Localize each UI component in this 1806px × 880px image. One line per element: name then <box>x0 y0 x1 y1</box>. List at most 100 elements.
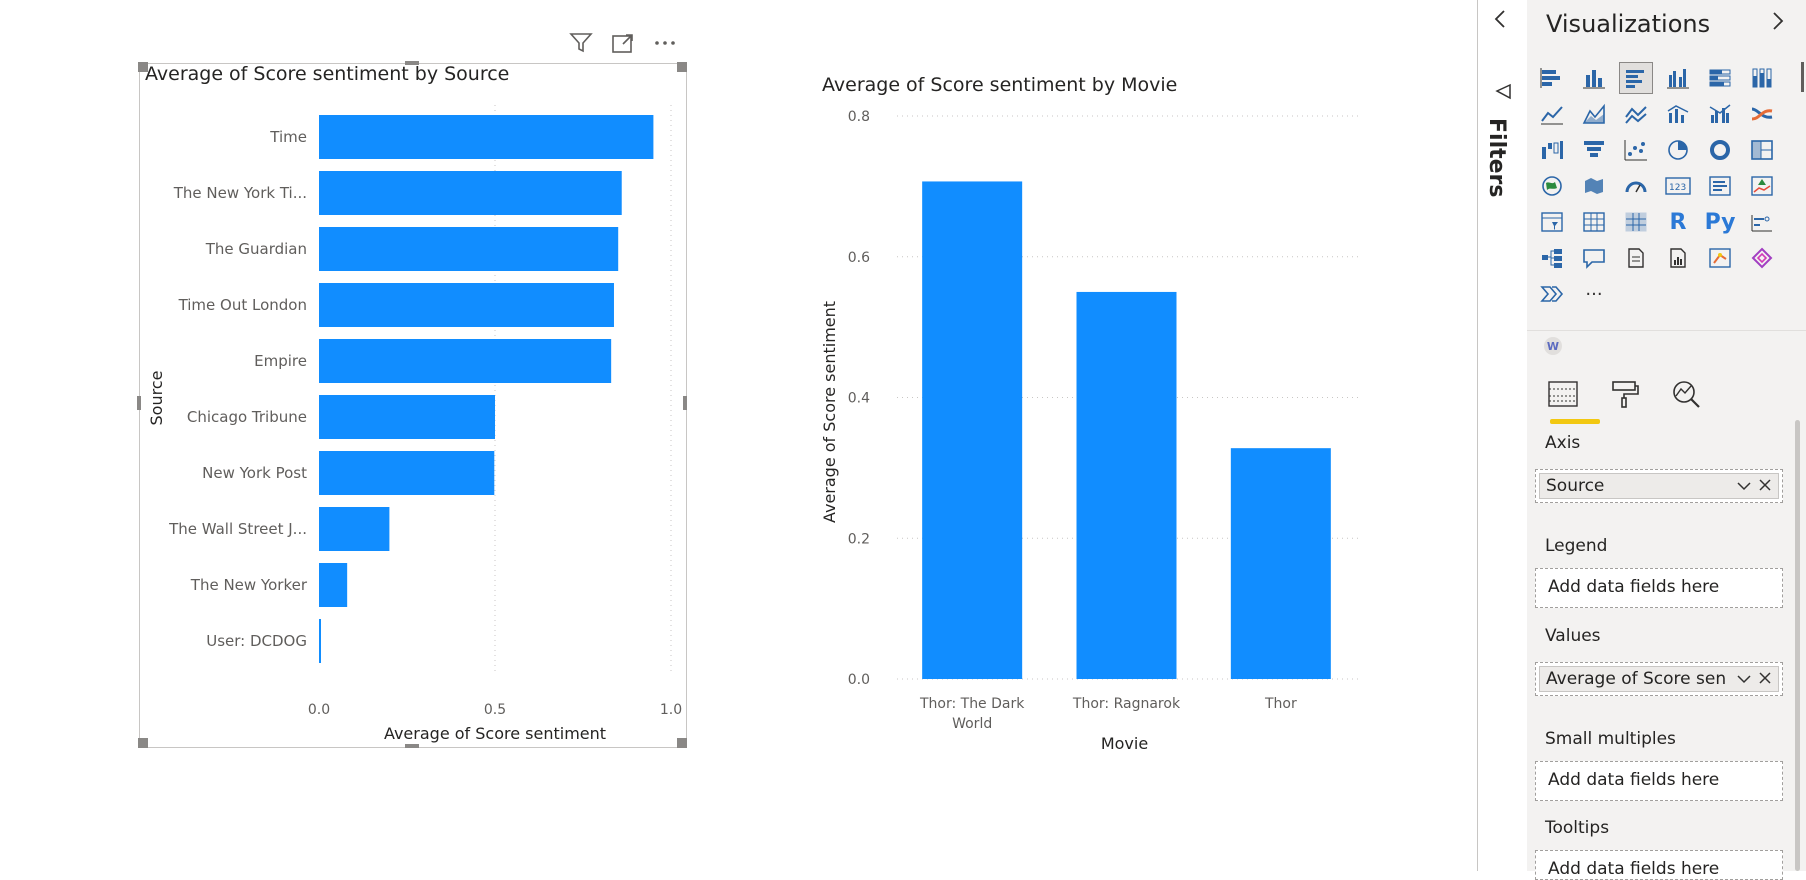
slicer-icon[interactable] <box>1535 206 1569 238</box>
table-icon[interactable] <box>1577 206 1611 238</box>
x-tick-label: Thor <box>1264 696 1297 712</box>
axis-field-pill[interactable]: Source <box>1539 473 1779 499</box>
x-tick-label: Thor: The Dark <box>919 696 1025 712</box>
column-chart-visual[interactable]: Average of Score sentiment by Movie 0.0 0… <box>815 72 1375 762</box>
kpi-icon[interactable] <box>1745 170 1779 202</box>
y-tick-label: 0.2 <box>848 531 870 547</box>
legend-well-label: Legend <box>1545 536 1608 556</box>
tooltips-well[interactable]: Add data fields here <box>1535 850 1783 880</box>
format-paint-roller-icon[interactable] <box>1608 376 1642 412</box>
filters-label[interactable]: Filters <box>1484 118 1509 198</box>
chevron-down-icon[interactable] <box>1736 476 1752 500</box>
filled-map-icon[interactable] <box>1577 170 1611 202</box>
axis-well[interactable]: Source <box>1535 469 1783 503</box>
resize-handle-top-left[interactable] <box>138 62 148 72</box>
100-stacked-bar-chart-icon[interactable] <box>1703 62 1737 94</box>
custom-visual-icon[interactable]: W <box>1544 337 1562 355</box>
matrix-icon[interactable] <box>1619 206 1653 238</box>
chevron-left-icon[interactable] <box>1492 8 1508 36</box>
stacked-bar-chart-icon[interactable] <box>1535 62 1569 94</box>
power-automate-icon[interactable] <box>1703 242 1737 274</box>
y-tick-label: Time <box>269 128 307 146</box>
values-well[interactable]: Average of Score sentiment <box>1535 662 1783 696</box>
resize-handle-right[interactable] <box>683 396 687 410</box>
pane-tabs <box>1546 376 1704 412</box>
stacked-area-chart-icon[interactable] <box>1619 98 1653 130</box>
area-chart-icon[interactable] <box>1577 98 1611 130</box>
gauge-icon[interactable] <box>1619 170 1653 202</box>
stacked-column-chart-icon[interactable] <box>1577 62 1611 94</box>
y-tick-label: The New Yorker <box>190 576 308 594</box>
y-tick-label: The New York Ti... <box>173 184 307 202</box>
decomposition-tree-icon[interactable] <box>1535 242 1569 274</box>
multi-row-card-icon[interactable] <box>1703 170 1737 202</box>
values-field-pill[interactable]: Average of Score sentiment <box>1539 666 1779 692</box>
line-and-stacked-column-chart-icon[interactable] <box>1661 98 1695 130</box>
chevron-right-icon[interactable] <box>1770 10 1786 38</box>
map-icon[interactable] <box>1535 170 1569 202</box>
y-tick-label: The Wall Street J... <box>168 520 307 538</box>
y-tick-label: Time Out London <box>178 296 307 314</box>
more-options-icon[interactable] <box>653 32 677 59</box>
resize-handle-bottom-left[interactable] <box>138 738 148 748</box>
small-multiples-well-label: Small multiples <box>1545 729 1676 749</box>
axis-field-name: Source <box>1546 476 1605 496</box>
bar <box>319 115 654 159</box>
y-tick-label: User: DCDOG <box>206 632 307 650</box>
visualizations-pane: Visualizations 123 R <box>1527 0 1806 880</box>
filter-icon[interactable] <box>569 32 593 59</box>
pane-scrollbar[interactable] <box>1795 420 1800 871</box>
legend-well[interactable]: Add data fields here <box>1535 568 1783 608</box>
fields-tab-icon[interactable] <box>1546 376 1580 412</box>
more-visuals-icon[interactable]: ··· <box>1585 283 1603 305</box>
focus-mode-icon[interactable] <box>611 32 635 59</box>
bar-chart-plot: Time The New York Ti... The Guardian Time O… <box>147 105 682 743</box>
card-icon[interactable]: 123 <box>1661 170 1695 202</box>
power-automate-flow-icon[interactable] <box>1535 278 1569 310</box>
resize-handle-top-right[interactable] <box>677 62 687 72</box>
r-script-visual-icon[interactable]: R <box>1669 209 1687 235</box>
values-field-name: Average of Score sentiment <box>1546 669 1726 689</box>
clustered-column-chart-icon[interactable] <box>1661 62 1695 94</box>
y-tick-label: 0.4 <box>848 391 870 407</box>
python-visual-icon[interactable]: Py <box>1704 209 1736 235</box>
funnel-icon[interactable] <box>1577 134 1611 166</box>
chevron-down-icon[interactable] <box>1736 669 1752 693</box>
column-chart-plot: 0.0 0.2 0.4 0.6 0.8 Thor: The Dark World Thor: … <box>820 109 1360 753</box>
resize-handle-bottom[interactable] <box>405 744 419 748</box>
pie-chart-icon[interactable] <box>1661 134 1695 166</box>
svg-text:123: 123 <box>1669 183 1686 193</box>
key-influencers-icon[interactable] <box>1745 206 1779 238</box>
100-stacked-column-chart-icon[interactable] <box>1745 62 1779 94</box>
small-multiples-well[interactable]: Add data fields here <box>1535 761 1783 801</box>
analytics-magnifier-icon[interactable] <box>1670 376 1704 412</box>
axis-well-label: Axis <box>1545 433 1581 453</box>
bar <box>922 181 1023 679</box>
waterfall-chart-icon[interactable] <box>1535 134 1569 166</box>
qa-visual-icon[interactable] <box>1577 242 1611 274</box>
bar <box>319 619 321 663</box>
remove-field-icon[interactable] <box>1758 475 1772 500</box>
tooltips-well-label: Tooltips <box>1545 818 1610 838</box>
resize-handle-top[interactable] <box>405 61 419 65</box>
bar <box>319 451 495 495</box>
line-chart-icon[interactable] <box>1535 98 1569 130</box>
clustered-bar-chart-icon[interactable] <box>1619 62 1653 94</box>
resize-handle-left[interactable] <box>137 396 141 410</box>
ribbon-chart-icon[interactable] <box>1745 98 1779 130</box>
power-apps-icon[interactable] <box>1745 242 1779 274</box>
resize-handle-bottom-right[interactable] <box>677 738 687 748</box>
bar <box>319 507 390 551</box>
scatter-chart-icon[interactable] <box>1619 134 1653 166</box>
smart-narrative-icon[interactable] <box>1619 242 1653 274</box>
filters-pane-collapsed[interactable]: Filters <box>1477 0 1527 871</box>
remove-field-icon[interactable] <box>1758 668 1772 693</box>
bar <box>319 563 348 607</box>
bar-chart-visual[interactable]: Average of Score sentiment by Source Tim… <box>137 61 687 748</box>
bar <box>319 227 619 271</box>
paginated-report-icon[interactable] <box>1661 242 1695 274</box>
treemap-icon[interactable] <box>1745 134 1779 166</box>
tooltips-well-placeholder: Add data fields here <box>1548 859 1720 879</box>
line-and-clustered-column-chart-icon[interactable] <box>1703 98 1737 130</box>
donut-chart-icon[interactable] <box>1703 134 1737 166</box>
